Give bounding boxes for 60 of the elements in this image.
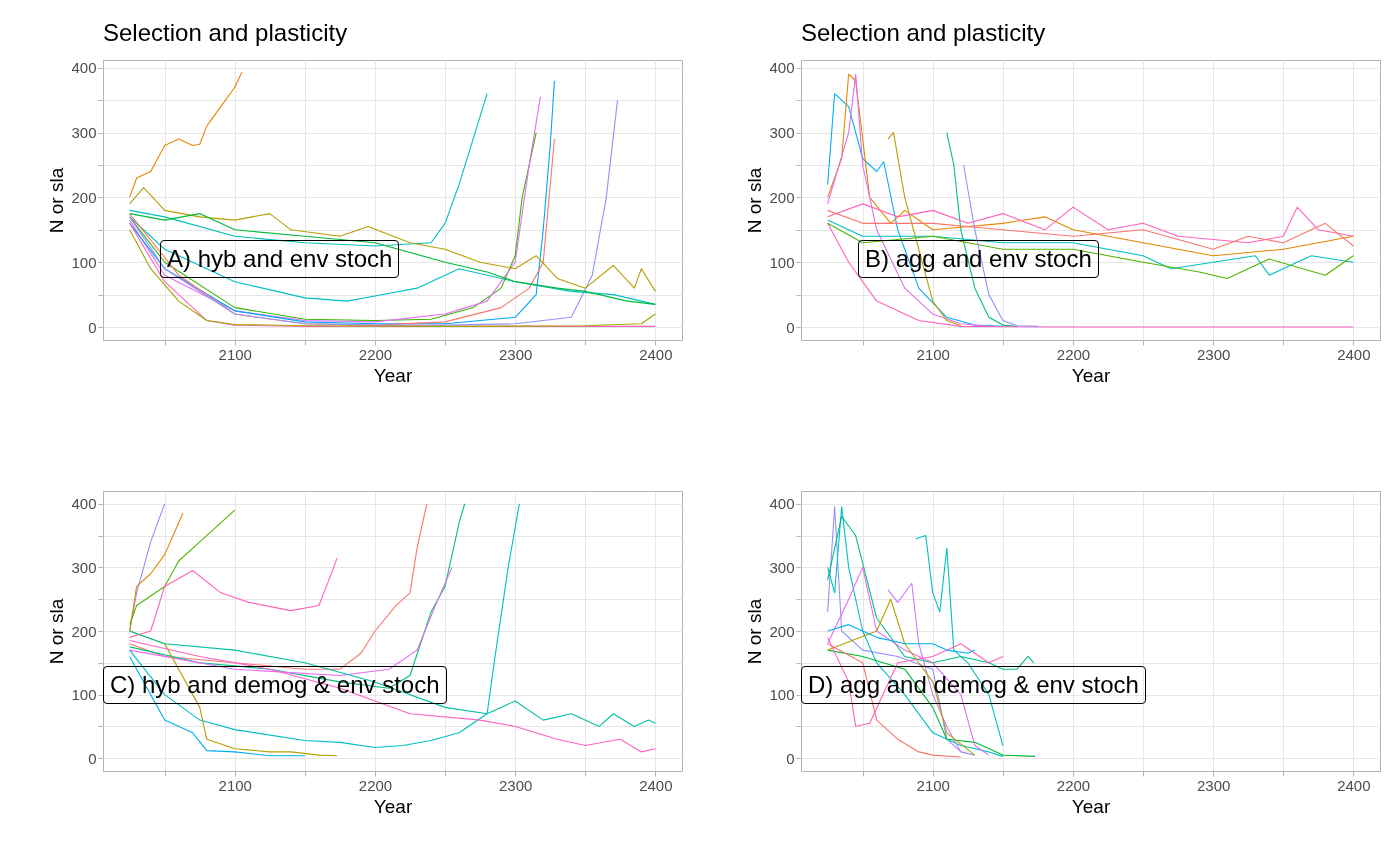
x-tick-label: 2200 <box>358 345 393 363</box>
chart-title: Selection and plasticity <box>801 19 1046 46</box>
y-tick-label: 0 <box>786 749 795 767</box>
y-tick-label: 100 <box>769 686 795 704</box>
line-series <box>827 515 1035 670</box>
line-series <box>129 71 243 198</box>
x-tick-label: 2400 <box>1337 345 1371 363</box>
y-axis-title: N or sla <box>744 167 766 234</box>
y-axis-title: N or sla <box>46 598 68 665</box>
chart-title: Selection and plasticity <box>103 19 348 46</box>
y-tick-label: 300 <box>71 124 97 142</box>
line-series <box>129 557 338 638</box>
x-tick-label: 2400 <box>639 776 673 794</box>
x-tick-label: 2400 <box>639 345 673 363</box>
y-tick-label: 200 <box>769 188 795 206</box>
y-tick-label: 0 <box>786 318 795 336</box>
y-tick-label: 100 <box>769 253 795 271</box>
x-axis-title: Year <box>373 364 413 386</box>
y-tick-label: 400 <box>71 59 97 77</box>
x-tick-label: 2300 <box>498 345 533 363</box>
line-series <box>129 187 656 292</box>
y-tick-label: 400 <box>769 495 795 513</box>
y-tick-label: 400 <box>71 495 97 513</box>
x-tick-label: 2100 <box>916 776 950 794</box>
line-series <box>129 512 184 632</box>
line-series <box>129 503 428 670</box>
y-tick-label: 300 <box>71 558 97 576</box>
y-axis-title: N or sla <box>744 598 766 665</box>
y-tick-label: 200 <box>71 622 97 640</box>
x-tick-label: 2300 <box>1196 345 1231 363</box>
x-axis-title: Year <box>1071 364 1111 386</box>
y-tick-label: 200 <box>71 188 97 206</box>
y-tick-label: 100 <box>71 686 97 704</box>
y-tick-label: 400 <box>769 59 795 77</box>
x-tick-label: 2300 <box>1196 776 1231 794</box>
y-tick-label: 300 <box>769 124 795 142</box>
x-tick-label: 2200 <box>1056 776 1091 794</box>
line-series <box>827 222 1354 328</box>
line-series <box>827 203 1354 244</box>
y-tick-label: 0 <box>88 318 97 336</box>
x-tick-label: 2400 <box>1337 776 1371 794</box>
x-tick-label: 2100 <box>916 345 950 363</box>
x-tick-label: 2200 <box>1056 345 1091 363</box>
x-tick-label: 2100 <box>218 345 252 363</box>
y-tick-label: 300 <box>769 558 795 576</box>
y-tick-label: 100 <box>71 253 97 271</box>
line-series <box>129 509 236 626</box>
line-series <box>129 566 453 677</box>
line-series <box>129 99 619 326</box>
line-series <box>827 624 976 654</box>
x-tick-label: 2300 <box>498 776 533 794</box>
x-tick-label: 2100 <box>218 776 252 794</box>
x-axis-title: Year <box>373 795 413 817</box>
x-axis-title: Year <box>1071 795 1111 817</box>
y-axis-title: N or sla <box>46 167 68 234</box>
y-tick-label: 200 <box>769 622 795 640</box>
y-tick-label: 0 <box>88 749 97 767</box>
x-tick-label: 2200 <box>358 776 393 794</box>
line-series <box>827 209 1354 250</box>
line-series <box>129 93 488 247</box>
